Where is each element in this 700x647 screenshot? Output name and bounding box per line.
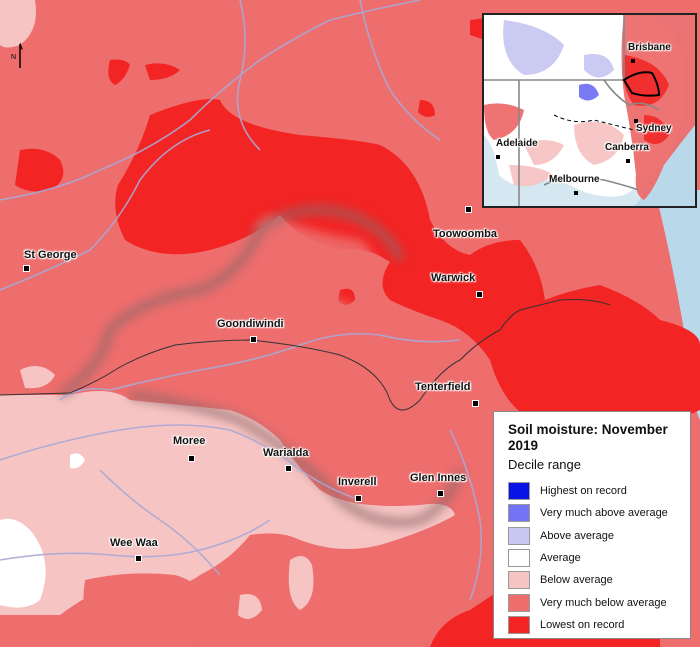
inset-map-base <box>484 15 695 206</box>
town-label-st-george: St George <box>24 249 77 261</box>
town-label-goondiwindi: Goondiwindi <box>217 318 284 330</box>
legend-title: Soil moisture: November 2019 <box>508 422 668 453</box>
legend-label: Above average <box>540 529 614 542</box>
legend-item: Very much above average <box>508 502 682 524</box>
town-label-wee-waa: Wee Waa <box>110 537 158 549</box>
town-marker-icon <box>355 495 362 502</box>
town-marker-icon <box>23 265 30 272</box>
town-label-glen-innes: Glen Innes <box>410 472 467 484</box>
legend-swatch <box>508 482 530 501</box>
north-arrow-icon <box>19 42 23 68</box>
legend-label: Very much below average <box>540 596 667 609</box>
inset-label-sydney: Sydney <box>636 123 672 134</box>
town-marker-icon <box>437 490 444 497</box>
north-arrow-label: N <box>11 54 17 61</box>
legend-item: Lowest on record <box>508 614 682 636</box>
legend-item: Highest on record <box>508 480 682 502</box>
legend-swatch <box>508 571 530 590</box>
legend: Soil moisture: November 2019 Decile rang… <box>493 411 691 639</box>
region-below-average <box>0 0 455 619</box>
legend-label: Below average <box>540 574 613 587</box>
north-arrow: N <box>8 40 28 70</box>
inset-label-melbourne: Melbourne <box>549 174 600 185</box>
town-marker-icon <box>188 455 195 462</box>
inset-label-brisbane: Brisbane <box>628 42 671 53</box>
region-average <box>0 453 85 608</box>
legend-swatch <box>508 615 530 634</box>
rivers <box>0 0 483 601</box>
inset-label-adelaide: Adelaide <box>496 138 538 149</box>
legend-swatch <box>508 549 530 568</box>
legend-item: Average <box>508 547 682 569</box>
town-label-toowoomba: Toowoomba <box>433 228 497 240</box>
legend-label: Very much above average <box>540 507 668 520</box>
legend-label: Highest on record <box>540 485 627 498</box>
legend-item: Above average <box>508 525 682 547</box>
town-label-moree: Moree <box>173 435 206 447</box>
town-label-warwick: Warwick <box>431 272 476 284</box>
legend-label: Lowest on record <box>540 618 625 631</box>
town-marker-icon <box>135 555 142 562</box>
legend-items: Highest on record Very much above averag… <box>508 480 682 636</box>
town-marker-icon <box>465 206 472 213</box>
town-label-inverell: Inverell <box>338 476 377 488</box>
town-marker-icon <box>472 400 479 407</box>
town-marker-icon <box>476 291 483 298</box>
inset-map: Brisbane Sydney Canberra Adelaide Melbou… <box>482 13 697 208</box>
legend-swatch <box>508 526 530 545</box>
legend-item: Below average <box>508 569 682 591</box>
legend-swatch <box>508 593 530 612</box>
legend-swatch <box>508 504 530 523</box>
town-marker-icon <box>285 465 292 472</box>
state-border <box>0 299 611 411</box>
town-marker-icon <box>250 336 257 343</box>
legend-label: Average <box>540 552 581 565</box>
legend-item: Very much below average <box>508 591 682 613</box>
inset-label-canberra: Canberra <box>605 142 649 153</box>
town-label-tenterfield: Tenterfield <box>415 381 471 393</box>
town-label-warialda: Warialda <box>263 447 309 459</box>
legend-subtitle: Decile range <box>508 457 581 472</box>
